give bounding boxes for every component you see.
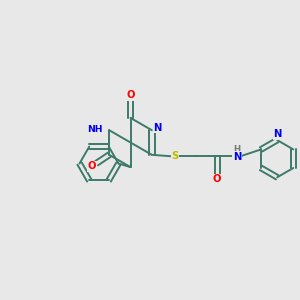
Text: O: O <box>88 161 96 171</box>
Text: N: N <box>154 123 162 133</box>
Text: S: S <box>172 151 179 161</box>
Text: O: O <box>126 90 135 100</box>
Text: H: H <box>233 145 241 154</box>
Text: N: N <box>274 129 282 139</box>
Text: N: N <box>233 152 241 162</box>
Text: NH: NH <box>87 124 103 134</box>
Text: O: O <box>213 174 221 184</box>
